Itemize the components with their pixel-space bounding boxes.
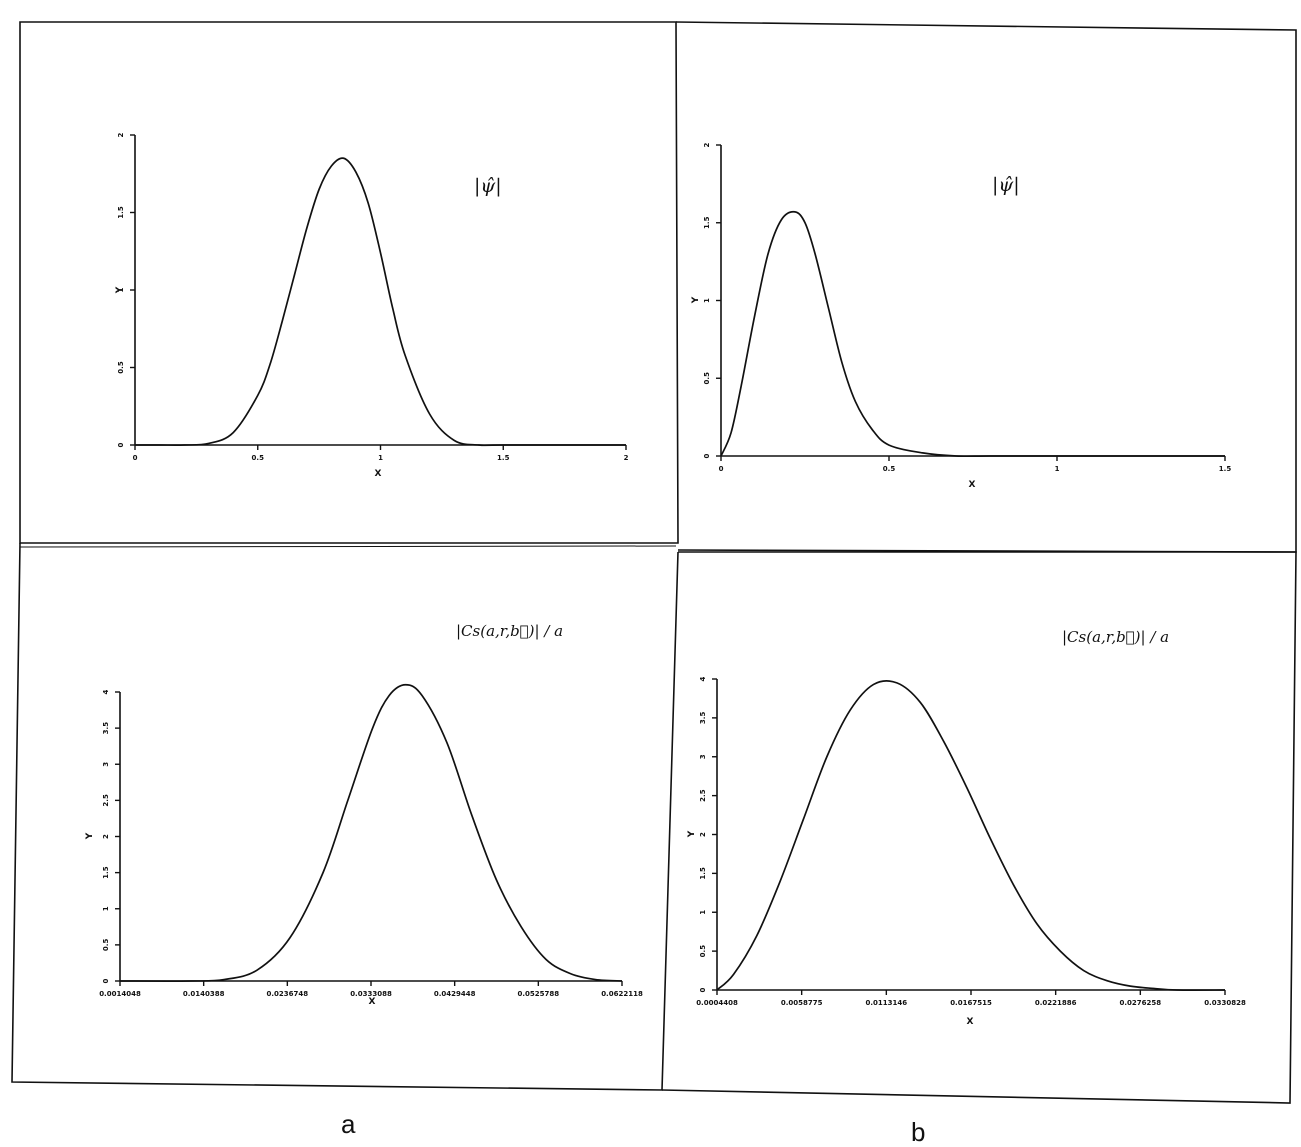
y-tick-label: 3	[102, 762, 110, 767]
x-tick-label: 0.5	[883, 465, 896, 473]
series-line	[716, 679, 1226, 991]
x-tick-label: 0.0525788	[518, 990, 560, 998]
y-tick-label: 1	[102, 906, 110, 911]
x-tick-label: 0.5	[252, 454, 265, 462]
y-tick-label: 1	[703, 298, 711, 303]
frame-top-right	[675, 21, 1297, 553]
x-tick-label: 0.0140388	[183, 990, 225, 998]
chart-psi-hat-b: 0 0.5 1 1.5 0 0.5 1 1.5 2 X Y	[691, 142, 1231, 490]
x-tick-label: 0.0058775	[781, 999, 823, 1007]
x-tick-label: 0.0167515	[950, 999, 992, 1007]
y-tick-label: 0.5	[703, 372, 711, 385]
x-tick-label: 0	[133, 454, 138, 462]
y-tick-label: 4	[699, 676, 707, 681]
series-line	[135, 157, 626, 447]
frame-bottom-left	[11, 542, 679, 1091]
x-tick-label: 0.0221886	[1035, 999, 1077, 1007]
y-tick-label: 1	[699, 910, 707, 915]
frame-bottom-right	[661, 551, 1297, 1104]
y-tick-label: 1.5	[102, 866, 110, 879]
y-axis-label: Y	[691, 296, 701, 304]
x-tick-label: 1.5	[1219, 465, 1232, 473]
x-tick-label: 0.0276258	[1120, 999, 1162, 1007]
series-line	[720, 210, 1225, 458]
x-axis-label: X	[969, 480, 976, 490]
y-tick-label: 2	[102, 834, 110, 839]
frame-top-left	[19, 21, 679, 544]
x-tick-label: 0.0622118	[601, 990, 643, 998]
y-tick-label: 3.5	[102, 722, 110, 735]
y-tick-label: 1.5	[117, 206, 125, 219]
y-tick-label: 3	[699, 754, 707, 759]
y-tick-label: 4	[102, 689, 110, 694]
caption-b: b	[911, 1117, 925, 1147]
panel-frames	[11, 21, 1297, 1104]
x-tick-label: 0.0333088	[350, 990, 392, 998]
y-axis-label: Y	[115, 286, 125, 294]
x-tick-label: 0.0236748	[267, 990, 309, 998]
x-tick-label: 1	[1055, 465, 1060, 473]
y-axis-label: Y	[85, 832, 95, 840]
annotation-psi-hat-a: |ψ̂|	[474, 175, 502, 197]
y-tick-label: 3.5	[699, 712, 707, 725]
y-tick-label: 0	[117, 442, 125, 447]
y-tick-label: 0.5	[699, 945, 707, 958]
x-axis-label: X	[375, 469, 382, 479]
annotation-cs-a: |Cs(a,r,b⃗)| / a	[456, 622, 563, 640]
x-tick-label: 0.0004408	[696, 999, 738, 1007]
y-tick-label: 0	[102, 978, 110, 983]
x-tick-label: 0.0330828	[1204, 999, 1246, 1007]
annotation-psi-hat-b: |ψ̂|	[992, 174, 1020, 196]
chart-psi-hat-a: 0 0.5 1 1.5 2 0 0.5 1 1.5 2 X Y	[115, 132, 629, 479]
x-tick-label: 1.5	[497, 454, 510, 462]
y-tick-label: 2	[703, 142, 711, 147]
y-tick-label: 1	[117, 287, 125, 292]
x-tick-label: 1	[378, 454, 383, 462]
y-tick-label: 0	[703, 453, 711, 458]
y-tick-label: 0.5	[102, 939, 110, 952]
series-line	[119, 683, 623, 982]
x-axis-label: X	[967, 1017, 974, 1027]
y-tick-label: 0.5	[117, 361, 125, 374]
x-tick-label: 0.0014048	[99, 990, 141, 998]
x-tick-label: 0.0429448	[434, 990, 476, 998]
y-tick-label: 2	[699, 832, 707, 837]
annotation-cs-b: |Cs(a,r,b⃗)| / a	[1062, 628, 1169, 646]
x-tick-label: 0.0113146	[866, 999, 908, 1007]
y-tick-label: 2.5	[699, 789, 707, 802]
frame-divider-line	[19, 545, 677, 548]
chart-cs-a: 0.0014048 0.0140388 0.0236748 0.0333088 0.04…	[85, 683, 643, 1007]
y-tick-label: 1.5	[703, 216, 711, 229]
chart-cs-b: 0.0004408 0.0058775 0.0113146 0.0167515 0.02…	[687, 676, 1246, 1027]
y-tick-label: 2	[117, 132, 125, 137]
caption-a: a	[341, 1109, 356, 1139]
y-axis-label: Y	[687, 830, 697, 838]
y-tick-label: 2.5	[102, 794, 110, 807]
y-tick-label: 0	[699, 987, 707, 992]
x-tick-label: 0	[719, 465, 724, 473]
x-axis-label: X	[369, 997, 376, 1007]
x-tick-label: 2	[624, 454, 629, 462]
y-tick-label: 1.5	[699, 867, 707, 880]
